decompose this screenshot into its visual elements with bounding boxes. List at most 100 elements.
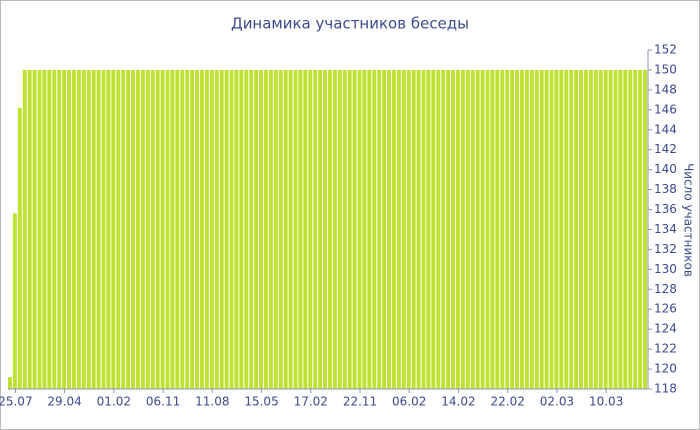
bar — [618, 69, 623, 390]
bar — [416, 69, 421, 390]
x-tick-label: 22.11 — [343, 395, 377, 409]
bar — [421, 69, 426, 390]
bar — [136, 69, 140, 390]
x-tick-label: 06.11 — [146, 395, 180, 409]
bar — [145, 69, 150, 390]
y-tick-label: 120 — [654, 362, 677, 376]
bar — [524, 69, 529, 390]
y-tick-label: 152 — [654, 43, 677, 57]
bar — [554, 69, 559, 390]
bar — [12, 213, 17, 389]
bar — [515, 69, 519, 390]
bar — [337, 69, 342, 390]
bar — [588, 69, 593, 390]
bar — [219, 69, 224, 390]
bar — [633, 69, 638, 390]
bar — [451, 69, 455, 390]
bar — [495, 69, 500, 390]
bar — [382, 69, 387, 390]
bar — [608, 69, 613, 390]
y-tick-label: 118 — [654, 382, 677, 396]
y-tick-label: 148 — [654, 82, 677, 96]
x-tick-label: 29.04 — [47, 395, 81, 409]
bar — [175, 69, 180, 390]
bar — [224, 69, 229, 390]
bar — [160, 69, 165, 390]
bar — [204, 69, 209, 390]
bar — [367, 69, 372, 390]
bar — [111, 69, 116, 390]
bar — [106, 69, 111, 390]
bar — [475, 69, 480, 390]
bar — [264, 69, 268, 390]
bar — [584, 69, 588, 390]
bar — [81, 69, 86, 390]
bar — [180, 69, 185, 390]
bar — [165, 69, 170, 390]
bar — [470, 69, 475, 390]
bar — [593, 69, 598, 390]
bar — [603, 69, 608, 390]
bar — [298, 69, 303, 390]
bar — [500, 69, 505, 390]
bar — [579, 69, 583, 390]
bar — [549, 69, 554, 390]
bar — [234, 69, 239, 390]
bar — [456, 69, 460, 390]
bar — [126, 69, 131, 390]
bar — [273, 69, 278, 390]
y-tick-label: 138 — [654, 182, 677, 196]
chart-title: Динамика участников беседы — [231, 15, 469, 33]
bar — [490, 69, 495, 390]
bar — [544, 69, 549, 390]
bar — [22, 69, 27, 390]
bar — [564, 69, 569, 390]
bar — [465, 69, 470, 390]
bar — [362, 69, 367, 390]
x-tick-label: 25.07 — [0, 395, 33, 409]
y-tick-label: 146 — [654, 102, 677, 116]
y-tick-label: 124 — [654, 322, 677, 336]
bar — [613, 69, 618, 390]
bar — [239, 69, 244, 390]
bar — [332, 69, 337, 390]
bar — [534, 69, 539, 390]
bar — [62, 69, 67, 390]
bar — [638, 69, 643, 390]
bar — [480, 69, 485, 390]
bar — [259, 69, 263, 390]
y-tick-label: 132 — [654, 242, 677, 256]
bar — [372, 69, 377, 390]
bar — [510, 69, 515, 390]
bar — [569, 69, 574, 390]
bar — [539, 69, 544, 390]
x-tick-label: 02.03 — [540, 395, 574, 409]
bar — [32, 69, 37, 390]
bar — [426, 69, 431, 390]
bar — [67, 69, 71, 390]
bar — [42, 69, 47, 390]
bar — [229, 69, 234, 390]
bar — [155, 69, 160, 390]
bar — [249, 69, 254, 390]
bar — [485, 69, 490, 390]
bar — [377, 69, 382, 390]
y-tick-label: 142 — [654, 142, 677, 156]
bar — [598, 69, 603, 390]
x-tick-label: 06.02 — [392, 395, 426, 409]
bar — [387, 69, 391, 390]
bar — [352, 69, 357, 390]
bar — [313, 69, 318, 390]
y-tick-label: 128 — [654, 282, 677, 296]
bar — [86, 69, 91, 390]
y-tick-label: 136 — [654, 202, 677, 216]
bar — [308, 69, 313, 390]
bar — [47, 69, 52, 390]
bar — [17, 107, 22, 390]
bar — [396, 69, 401, 390]
y-tick-label: 126 — [654, 302, 677, 316]
bar — [347, 69, 352, 390]
bar — [52, 69, 57, 390]
bar — [195, 69, 199, 390]
